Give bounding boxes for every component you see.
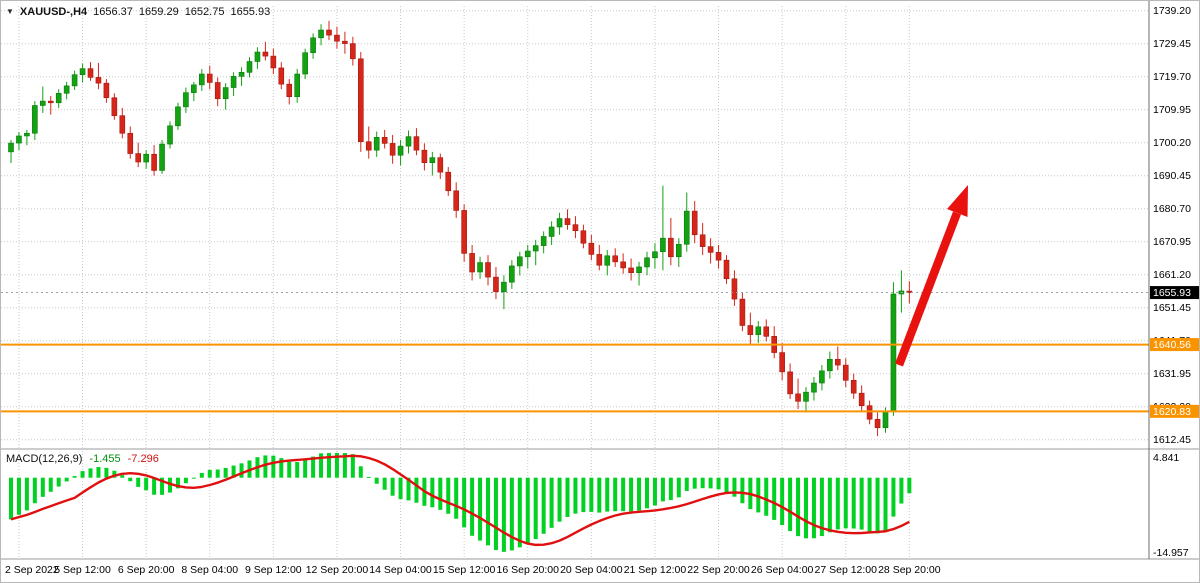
level-price-tag: 1620.83 (1150, 404, 1199, 418)
macd-signal-line (10, 454, 910, 547)
svg-text:1709.95: 1709.95 (1153, 104, 1191, 116)
macd-signal-value: -7.296 (127, 453, 159, 465)
candles-layer (8, 20, 913, 437)
svg-text:27 Sep 12:00: 27 Sep 12:00 (815, 564, 878, 576)
svg-text:26 Sep 04:00: 26 Sep 04:00 (751, 564, 814, 576)
svg-text:22 Sep 20:00: 22 Sep 20:00 (687, 564, 750, 576)
svg-text:1655.93: 1655.93 (1153, 287, 1191, 299)
ohlc-close-value: 1655.93 (230, 6, 271, 18)
current-price-tag: 1655.93 (1150, 286, 1199, 300)
svg-text:1700.20: 1700.20 (1153, 137, 1191, 149)
svg-text:1651.45: 1651.45 (1153, 302, 1191, 314)
macd-histogram (9, 453, 912, 552)
svg-text:16 Sep 20:00: 16 Sep 20:00 (497, 564, 560, 576)
ohlc-low-value: 1652.75 (184, 6, 225, 18)
chart-title: ▼ XAUUSD-,H4 1656.37 1659.29 1652.75 165… (6, 6, 270, 18)
svg-text:1661.20: 1661.20 (1153, 269, 1191, 281)
svg-text:-14.957: -14.957 (1153, 547, 1189, 559)
svg-text:1719.70: 1719.70 (1153, 71, 1191, 83)
svg-text:1729.45: 1729.45 (1153, 38, 1191, 50)
svg-text:9 Sep 12:00: 9 Sep 12:00 (245, 564, 302, 576)
svg-text:1739.20: 1739.20 (1153, 5, 1191, 17)
svg-text:21 Sep 12:00: 21 Sep 12:00 (624, 564, 687, 576)
svg-text:15 Sep 12:00: 15 Sep 12:00 (433, 564, 496, 576)
svg-text:2 Sep 2022: 2 Sep 2022 (5, 564, 59, 576)
svg-text:1690.45: 1690.45 (1153, 170, 1191, 182)
price-axis-labels: 1739.20 1729.45 1719.70 1709.95 1700.20 1690.… (1153, 5, 1191, 559)
svg-text:14 Sep 04:00: 14 Sep 04:00 (369, 564, 432, 576)
svg-text:1631.95: 1631.95 (1153, 368, 1191, 380)
svg-text:12 Sep 20:00: 12 Sep 20:00 (306, 564, 369, 576)
svg-text:1640.56: 1640.56 (1153, 339, 1191, 351)
macd-indicator-label: MACD(12,26,9) -1.455 -7.296 (6, 453, 159, 465)
ohlc-high-value: 1659.29 (138, 6, 179, 18)
gridlines (1, 6, 1149, 558)
svg-text:20 Sep 04:00: 20 Sep 04:00 (560, 564, 623, 576)
svg-text:1612.45: 1612.45 (1153, 434, 1191, 446)
svg-text:5 Sep 12:00: 5 Sep 12:00 (54, 564, 111, 576)
symbol-dropdown-icon[interactable]: ▼ (6, 7, 14, 16)
ohlc-open-value: 1656.37 (93, 6, 133, 18)
svg-text:6 Sep 20:00: 6 Sep 20:00 (118, 564, 175, 576)
macd-name-label: MACD(12,26,9) (6, 453, 83, 465)
svg-text:28 Sep 20:00: 28 Sep 20:00 (878, 564, 941, 576)
svg-text:1670.95: 1670.95 (1153, 236, 1191, 248)
symbol-period-label: XAUUSD-,H4 (19, 6, 88, 18)
svg-text:8 Sep 04:00: 8 Sep 04:00 (181, 564, 238, 576)
level-price-tag: 1640.56 (1150, 338, 1199, 352)
trend-arrow-annotation[interactable] (895, 185, 968, 367)
svg-text:1620.83: 1620.83 (1153, 406, 1191, 418)
svg-text:1680.70: 1680.70 (1153, 203, 1191, 215)
svg-text:4.841: 4.841 (1153, 452, 1179, 464)
macd-main-value: -1.455 (89, 453, 121, 465)
